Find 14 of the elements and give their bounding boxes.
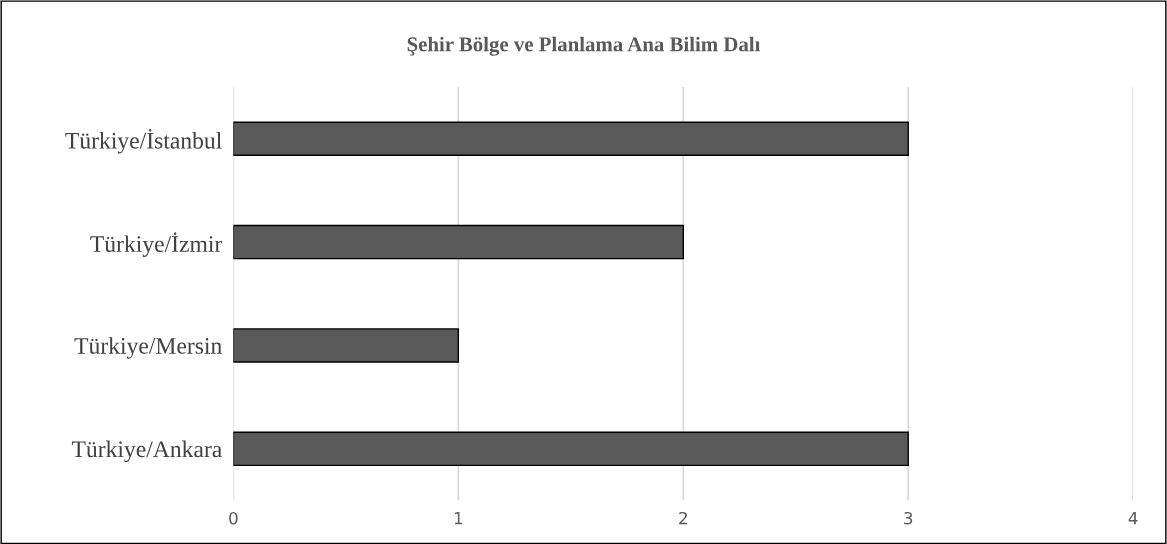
- bar: [233, 121, 909, 156]
- bar: [233, 224, 684, 260]
- x-tick-label: 4: [1128, 512, 1138, 525]
- y-tick-label: Türkiye/Mersin: [74, 337, 222, 359]
- y-tick-label: Türkiye/Ankara: [71, 440, 222, 463]
- x-tick-label: 1: [454, 512, 463, 525]
- x-tick-label: 2: [679, 511, 687, 525]
- y-tick-label: Türkiye/İstanbul: [65, 129, 222, 154]
- x-tick-label: 3: [904, 511, 913, 525]
- x-tick-label: 0: [229, 511, 238, 525]
- y-tick-label: Türkiye/İzmir: [90, 232, 223, 257]
- bar: [233, 431, 909, 467]
- bar: [233, 328, 460, 363]
- chart-title: Şehir Bölge ve Planlama Ana Bilim Dalı: [407, 36, 761, 56]
